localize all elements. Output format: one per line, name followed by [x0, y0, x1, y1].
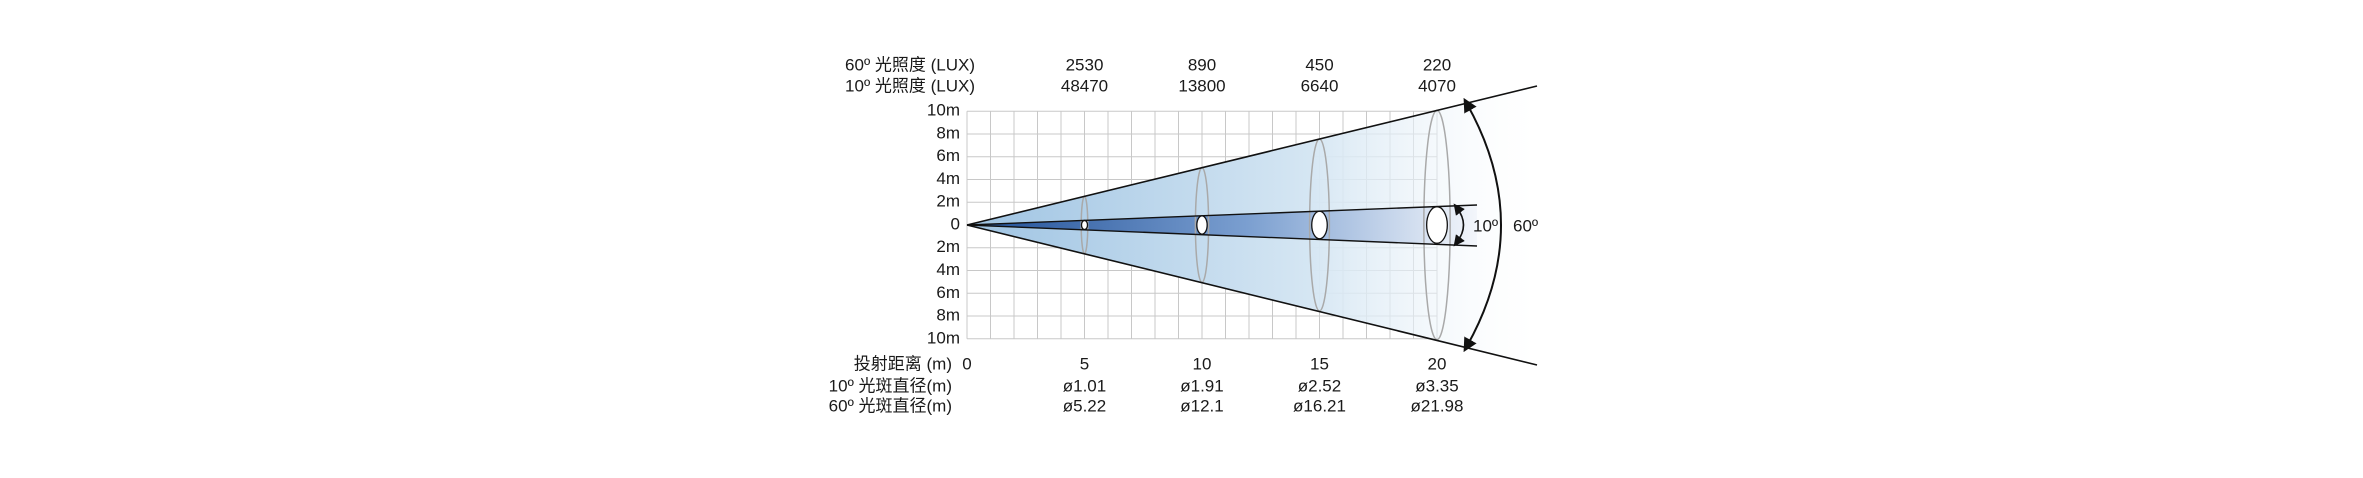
- illuminance-value: 6640: [1301, 76, 1339, 95]
- y-label: 2m: [936, 192, 960, 211]
- diameter-value: ø1.91: [1180, 376, 1223, 395]
- y-label: 4m: [936, 260, 960, 279]
- illuminance-label: 10º 光照度 (LUX): [845, 76, 975, 95]
- y-label: 8m: [936, 306, 960, 325]
- y-label: 6m: [936, 146, 960, 165]
- illuminance-label: 60º 光照度 (LUX): [845, 55, 975, 74]
- narrow-section: [1080, 219, 1089, 231]
- distance-value: 10: [1193, 354, 1212, 373]
- y-label: 10m: [927, 328, 960, 347]
- diameter-value: ø3.35: [1415, 376, 1458, 395]
- narrow-edge: [966, 204, 1478, 226]
- illuminance-value: 220: [1423, 55, 1451, 74]
- y-label: 10m: [927, 101, 960, 120]
- wide-angle-label: 60º: [1513, 216, 1538, 235]
- distance-label: 投射距离 (m): [854, 354, 952, 373]
- diameter-value: ø16.21: [1293, 396, 1346, 415]
- narrow-angle-arc: [1453, 203, 1465, 247]
- diameter-value: ø12.1: [1180, 396, 1223, 415]
- y-label: 8m: [936, 123, 960, 142]
- narrow-section: [1196, 215, 1208, 235]
- diameter-value: ø1.01: [1063, 376, 1106, 395]
- narrow-edge: [966, 224, 1478, 247]
- illuminance-value: 2530: [1066, 55, 1104, 74]
- distance-value: 20: [1428, 354, 1447, 373]
- wide-angle-arc: [1463, 97, 1502, 353]
- diameter-value: ø2.52: [1298, 376, 1341, 395]
- illuminance-value: 450: [1305, 55, 1333, 74]
- illuminance-value: 48470: [1061, 76, 1108, 95]
- narrow-section: [1426, 206, 1448, 244]
- wide-edge: [966, 85, 1538, 226]
- diameter-label: 60º 光斑直径(m): [829, 396, 952, 415]
- y-label: 2m: [936, 237, 960, 256]
- y-label: 0: [951, 214, 960, 233]
- illuminance-value: 13800: [1178, 76, 1225, 95]
- distance-value: 0: [962, 354, 971, 373]
- illuminance-value: 4070: [1418, 76, 1456, 95]
- narrow-angle-label: 10º: [1473, 216, 1498, 235]
- diameter-value: ø21.98: [1411, 396, 1464, 415]
- wide-edge: [966, 224, 1538, 366]
- y-label: 4m: [936, 169, 960, 188]
- illuminance-value: 890: [1188, 55, 1216, 74]
- distance-value: 15: [1310, 354, 1329, 373]
- narrow-section: [1311, 210, 1328, 240]
- labels: 10m 8m 6m 4m 2m 0 2m 4m 6m 8m 10m 60º 光照度 (LUX) 10º …: [829, 55, 1464, 415]
- narrow-beam: [967, 205, 1477, 246]
- diameter-value: ø5.22: [1063, 396, 1106, 415]
- diameter-label: 10º 光斑直径(m): [829, 376, 952, 395]
- y-label: 6m: [936, 283, 960, 302]
- distance-value: 5: [1080, 354, 1089, 373]
